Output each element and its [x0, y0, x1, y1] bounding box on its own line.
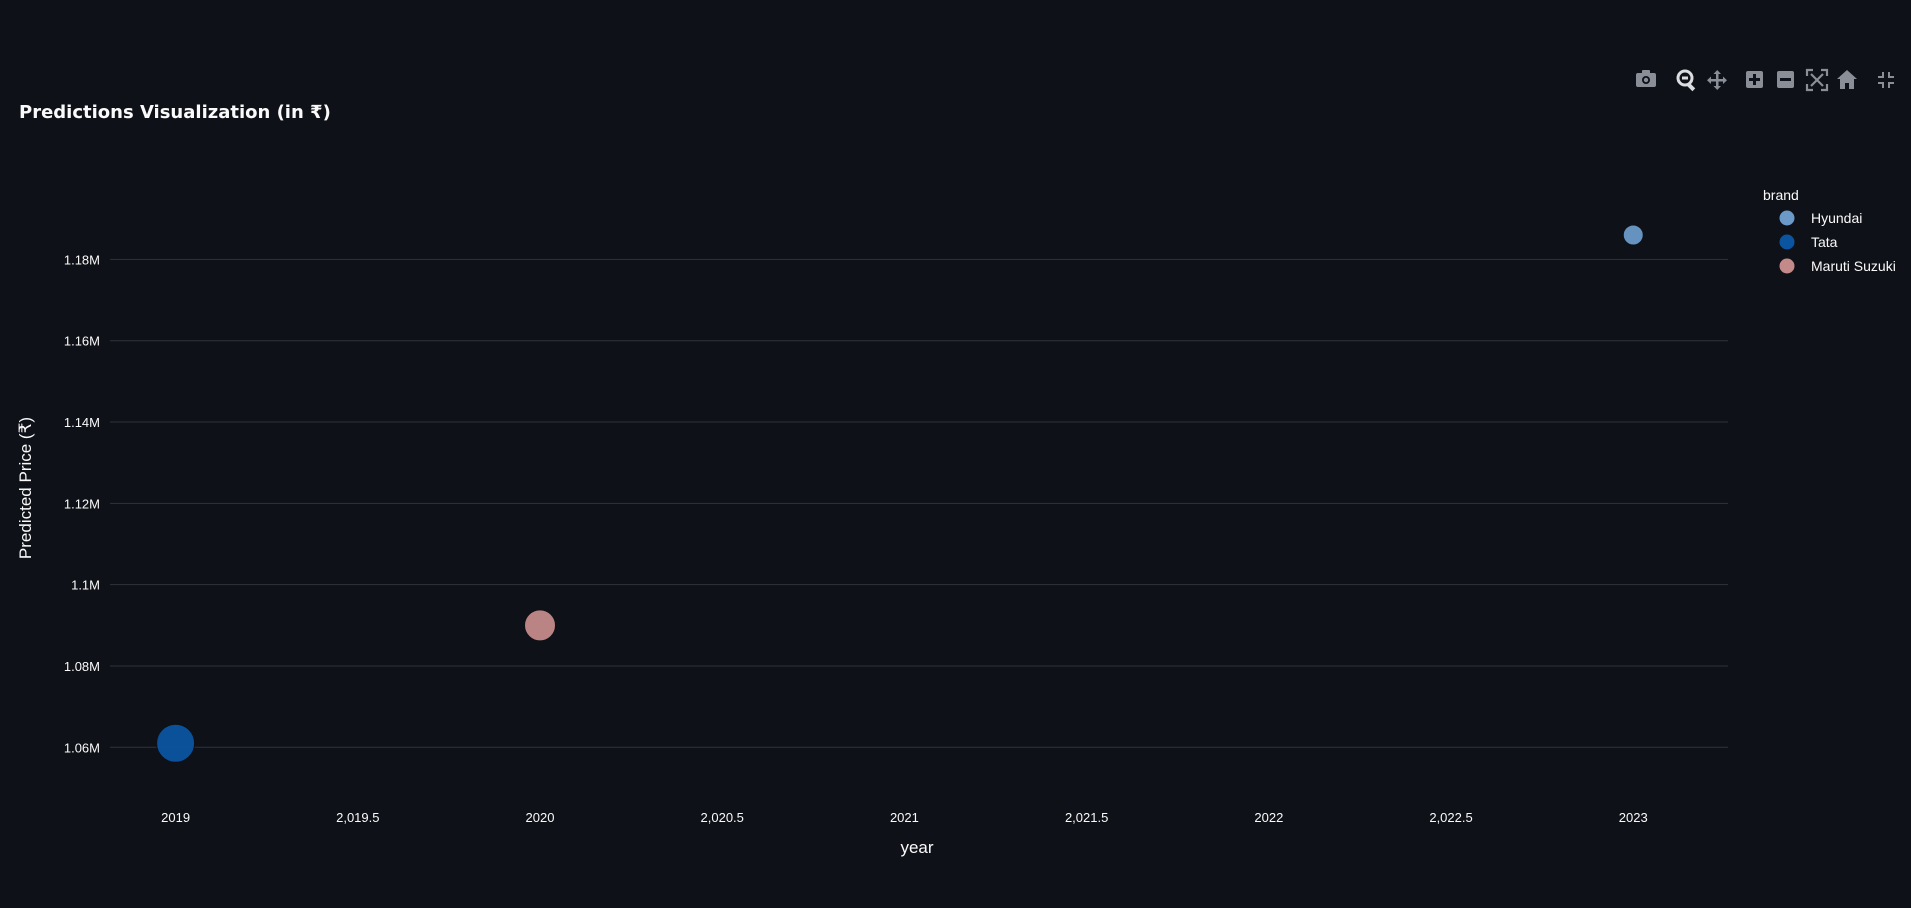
data-points	[156, 224, 1644, 763]
gridlines	[110, 258, 1728, 748]
legend: brand Hyundai Tata Maruti Suzuki	[1763, 187, 1896, 274]
chart-title: Predictions Visualization (in ₹)	[19, 102, 331, 123]
legend-label: Hyundai	[1811, 210, 1862, 226]
y-tick-label: 1.14M	[64, 415, 100, 430]
autoscale-icon[interactable]	[1805, 68, 1829, 92]
x-axis-title: year	[900, 838, 933, 857]
x-tick-label: 2,020.5	[701, 810, 744, 825]
legend-label: Maruti Suzuki	[1811, 258, 1896, 274]
x-tick-label: 2023	[1619, 810, 1648, 825]
zoom-in-icon[interactable]	[1746, 71, 1763, 88]
legend-item[interactable]: Maruti Suzuki	[1779, 258, 1896, 274]
y-tick-label: 1.18M	[64, 252, 100, 267]
y-axis-title: Predicted Price (₹)	[16, 417, 35, 559]
data-point[interactable]	[1622, 224, 1644, 246]
y-tick-label: 1.12M	[64, 496, 100, 511]
zoom-out-icon[interactable]	[1777, 71, 1794, 88]
legend-marker	[1779, 258, 1795, 274]
camera-icon[interactable]	[1636, 70, 1656, 87]
modebar	[1636, 68, 1894, 92]
x-tick-label: 2021	[890, 810, 919, 825]
x-tick-label: 2,019.5	[336, 810, 379, 825]
data-point[interactable]	[524, 609, 557, 642]
x-tick-label: 2022	[1254, 810, 1283, 825]
legend-item[interactable]: Tata	[1779, 234, 1838, 250]
zoom-icon[interactable]	[1676, 69, 1696, 92]
legend-title: brand	[1763, 187, 1799, 203]
y-tick-label: 1.1M	[71, 578, 100, 593]
pan-icon[interactable]	[1707, 70, 1727, 90]
legend-item[interactable]: Hyundai	[1779, 210, 1863, 226]
data-point[interactable]	[156, 723, 196, 763]
y-tick-label: 1.16M	[64, 334, 100, 349]
legend-label: Tata	[1811, 234, 1838, 250]
fullscreen-icon[interactable]	[1878, 72, 1894, 88]
x-tick-label: 2020	[526, 810, 555, 825]
reset-axes-icon[interactable]	[1837, 70, 1857, 89]
legend-marker	[1779, 210, 1795, 226]
legend-marker	[1779, 234, 1795, 250]
x-tick-label: 2,021.5	[1065, 810, 1108, 825]
x-tick-label: 2019	[161, 810, 190, 825]
x-tick-label: 2,022.5	[1429, 810, 1472, 825]
y-tick-label: 1.06M	[64, 740, 100, 755]
y-tick-label: 1.08M	[64, 659, 100, 674]
x-axis-ticks: 2019 2,019.5 2020 2,020.5 2021 2,021.5 2022 2,0…	[161, 810, 1648, 825]
y-axis-ticks: 1.06M 1.08M 1.1M 1.12M 1.14M 1.16M 1.18M	[64, 252, 100, 755]
